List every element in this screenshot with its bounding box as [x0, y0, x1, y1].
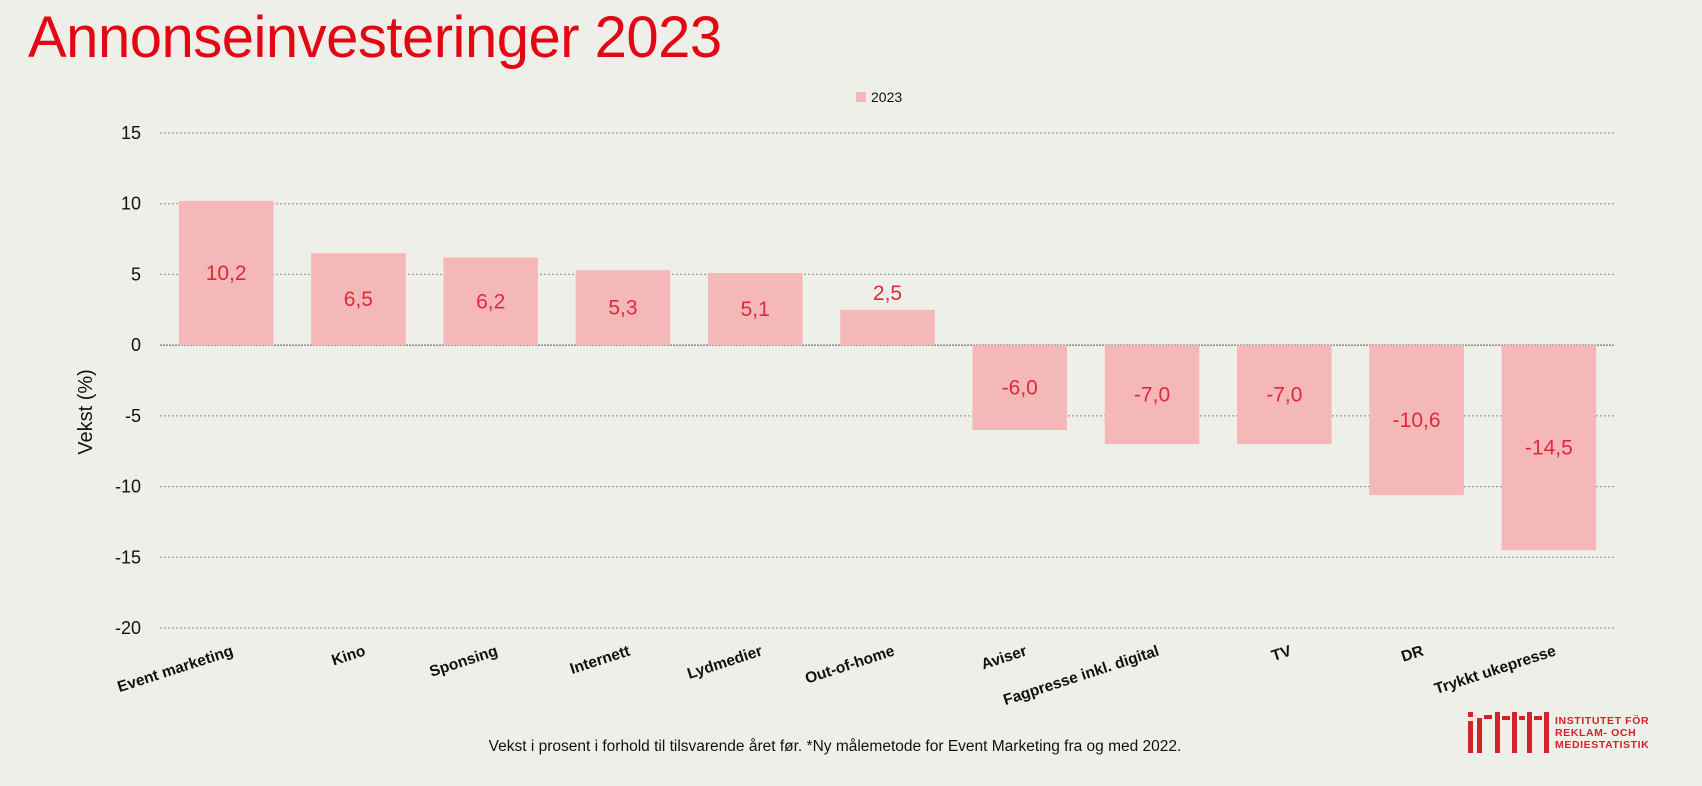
data-label: -10,6 [1393, 409, 1441, 432]
x-tick-label: Internett [568, 643, 632, 678]
bar [443, 257, 538, 346]
x-tick-label: Trykkt ukepresse [1432, 643, 1558, 698]
x-tick-label: Event marketing [115, 643, 235, 696]
y-axis-ticks: 15 10 5 0 -5 -10 -15 -20 [115, 123, 141, 638]
bar [1369, 345, 1464, 496]
chart-legend: 2023 [856, 89, 902, 105]
bar [840, 309, 935, 346]
logo-text: INSTITUTET FÖR REKLAM- OCH MEDIESTATISTI… [1555, 715, 1650, 751]
x-tick-label: Kino [330, 643, 368, 670]
data-label: 6,2 [476, 290, 505, 313]
x-tick-label: Lydmedier [685, 643, 764, 683]
irm-logo [1468, 712, 1549, 753]
data-label: 10,2 [206, 262, 247, 285]
y-tick-label: -15 [115, 547, 141, 567]
bar [311, 253, 406, 346]
data-label: -6,0 [1002, 377, 1038, 400]
y-tick-label: -5 [125, 406, 141, 426]
y-tick-label: 5 [131, 264, 141, 284]
data-label: -7,0 [1266, 384, 1302, 407]
bar [178, 200, 274, 346]
y-tick-label: 0 [131, 335, 141, 355]
legend-label: 2023 [871, 89, 902, 105]
y-tick-label: 15 [121, 123, 141, 143]
data-label: 5,3 [608, 297, 637, 320]
data-label: 2,5 [873, 282, 902, 305]
bar [707, 273, 803, 346]
y-tick-label: -10 [115, 477, 141, 497]
chart-bars [178, 200, 1597, 551]
data-label: 5,1 [741, 298, 770, 321]
data-label: -14,5 [1525, 437, 1573, 460]
x-tick-label: DR [1399, 643, 1426, 666]
page-title: Annonseinvesteringer 2023 [28, 5, 722, 70]
y-tick-label: 10 [121, 194, 141, 214]
bar-chart: 10,2 6,5 6,2 5,3 5,1 2,5 -6,0 -7,0 -7,0 -10,6 -14,… [75, 89, 1615, 709]
bar [575, 270, 671, 346]
x-axis-ticks: Event marketing Kino Sponsing Internett Lydm… [115, 642, 1558, 709]
x-tick-label: Sponsing [428, 643, 500, 681]
data-label: -7,0 [1134, 384, 1170, 407]
x-tick-label: Out-of-home [803, 643, 897, 688]
data-label: 6,5 [344, 288, 373, 311]
chart-data-labels: 10,2 6,5 6,2 5,3 5,1 2,5 -6,0 -7,0 -7,0 -10,6 -14,… [206, 262, 1573, 460]
bar [972, 345, 1068, 430]
bar [1237, 345, 1332, 445]
bar [1104, 345, 1200, 445]
y-axis-label: Vekst (%) [75, 369, 97, 455]
x-tick-label: TV [1269, 642, 1294, 664]
legend-swatch [856, 92, 866, 102]
bar [1501, 345, 1597, 551]
footnote: Vekst i prosent i forhold til tilsvarend… [488, 738, 1182, 755]
y-tick-label: -20 [115, 618, 141, 638]
x-tick-label: Aviser [979, 643, 1029, 674]
